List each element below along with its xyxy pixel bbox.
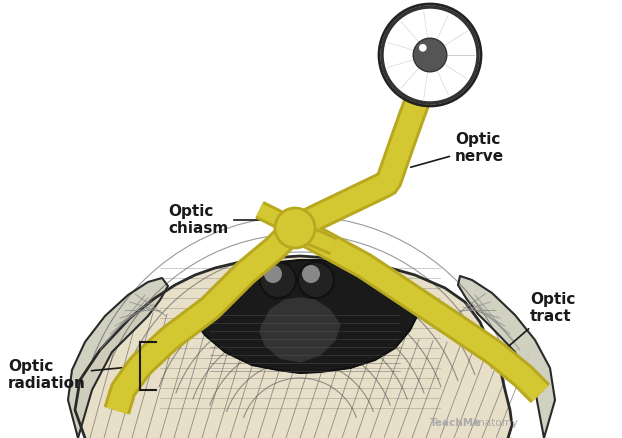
Text: Optic
nerve: Optic nerve (411, 132, 504, 167)
Circle shape (298, 262, 334, 298)
Polygon shape (290, 95, 427, 237)
Circle shape (264, 265, 282, 283)
Text: TeachMe: TeachMe (430, 418, 481, 428)
Polygon shape (75, 256, 512, 438)
Polygon shape (258, 205, 335, 251)
Circle shape (260, 262, 296, 298)
Polygon shape (290, 219, 547, 400)
Circle shape (302, 265, 320, 283)
Circle shape (275, 208, 315, 248)
Polygon shape (108, 221, 302, 413)
Circle shape (419, 44, 427, 52)
Polygon shape (256, 202, 337, 254)
Polygon shape (289, 216, 549, 402)
Polygon shape (104, 219, 304, 414)
Polygon shape (75, 256, 512, 438)
Text: Optic
tract: Optic tract (497, 292, 575, 356)
Polygon shape (68, 278, 168, 438)
Circle shape (413, 38, 447, 72)
Circle shape (382, 7, 478, 103)
Polygon shape (260, 298, 340, 362)
Text: Optic
radiation: Optic radiation (8, 359, 137, 391)
Polygon shape (458, 276, 555, 438)
Text: Optic
chiasm: Optic chiasm (168, 204, 297, 236)
Polygon shape (289, 95, 430, 240)
Polygon shape (195, 260, 420, 373)
Text: Anatomy: Anatomy (472, 418, 519, 428)
